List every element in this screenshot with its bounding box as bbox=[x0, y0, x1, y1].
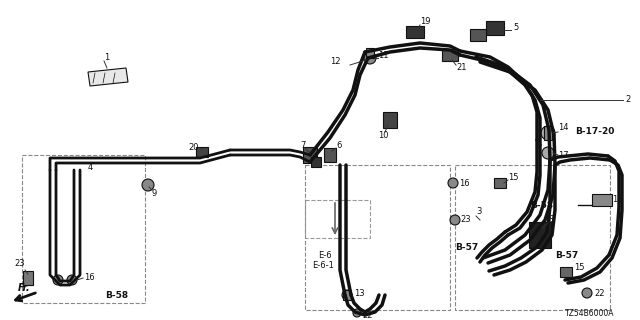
Circle shape bbox=[450, 215, 460, 225]
Circle shape bbox=[53, 275, 63, 285]
Circle shape bbox=[582, 288, 592, 298]
Text: 5: 5 bbox=[513, 23, 518, 33]
Bar bbox=[196, 147, 208, 157]
Bar bbox=[486, 21, 504, 35]
Text: 10: 10 bbox=[378, 131, 388, 140]
Circle shape bbox=[353, 309, 361, 317]
Text: 21: 21 bbox=[456, 63, 467, 73]
Text: 22: 22 bbox=[594, 289, 605, 298]
Text: 19: 19 bbox=[420, 18, 431, 27]
Circle shape bbox=[364, 52, 376, 64]
Bar bbox=[311, 157, 321, 167]
Circle shape bbox=[448, 178, 458, 188]
Text: 20: 20 bbox=[188, 143, 198, 153]
Circle shape bbox=[542, 147, 554, 159]
Text: 15: 15 bbox=[574, 263, 584, 273]
Text: B-17-20: B-17-20 bbox=[575, 127, 614, 137]
Circle shape bbox=[67, 275, 77, 285]
Text: E-6-1: E-6-1 bbox=[312, 260, 334, 269]
Text: 9: 9 bbox=[152, 188, 157, 197]
Bar bbox=[529, 222, 551, 248]
Bar bbox=[305, 165, 450, 310]
Bar bbox=[494, 178, 506, 188]
Bar bbox=[544, 126, 552, 140]
Text: 1: 1 bbox=[104, 53, 109, 62]
Bar bbox=[366, 48, 374, 58]
Bar bbox=[455, 165, 610, 310]
Text: 6: 6 bbox=[336, 140, 341, 149]
Bar bbox=[592, 194, 612, 206]
Circle shape bbox=[342, 290, 352, 300]
Text: B-57: B-57 bbox=[455, 244, 478, 252]
Bar bbox=[324, 148, 336, 162]
Bar bbox=[303, 147, 317, 163]
Bar bbox=[22, 155, 145, 303]
Bar bbox=[442, 49, 458, 61]
Bar bbox=[560, 267, 572, 277]
Text: 23: 23 bbox=[14, 260, 24, 268]
Text: 2: 2 bbox=[625, 95, 630, 105]
Text: 15: 15 bbox=[508, 172, 518, 181]
Text: B-58: B-58 bbox=[105, 291, 128, 300]
Text: 8: 8 bbox=[548, 215, 554, 225]
Bar bbox=[406, 26, 424, 38]
Text: B-58: B-58 bbox=[530, 201, 553, 210]
Text: Fr.: Fr. bbox=[18, 283, 31, 293]
Bar bbox=[470, 29, 486, 41]
Text: 17: 17 bbox=[558, 150, 568, 159]
Text: 11: 11 bbox=[378, 51, 388, 60]
Text: 18: 18 bbox=[612, 196, 623, 204]
Text: TZ54B6000A: TZ54B6000A bbox=[565, 308, 614, 317]
Text: 22: 22 bbox=[362, 310, 372, 319]
Text: E-6: E-6 bbox=[318, 251, 332, 260]
Text: B-57: B-57 bbox=[555, 251, 579, 260]
Bar bbox=[383, 112, 397, 128]
Text: 16: 16 bbox=[84, 274, 95, 283]
Text: 4: 4 bbox=[88, 164, 93, 172]
Text: 16: 16 bbox=[459, 179, 470, 188]
Text: 14: 14 bbox=[558, 124, 568, 132]
Text: 12: 12 bbox=[330, 58, 340, 67]
Text: 13: 13 bbox=[354, 290, 365, 299]
Circle shape bbox=[541, 126, 555, 140]
Circle shape bbox=[142, 179, 154, 191]
Text: 3: 3 bbox=[476, 207, 481, 217]
Bar bbox=[23, 271, 33, 285]
Text: 7: 7 bbox=[300, 140, 305, 149]
Text: 23: 23 bbox=[460, 215, 470, 225]
Polygon shape bbox=[88, 68, 128, 86]
Bar bbox=[343, 290, 351, 300]
Bar bbox=[305, 200, 370, 238]
